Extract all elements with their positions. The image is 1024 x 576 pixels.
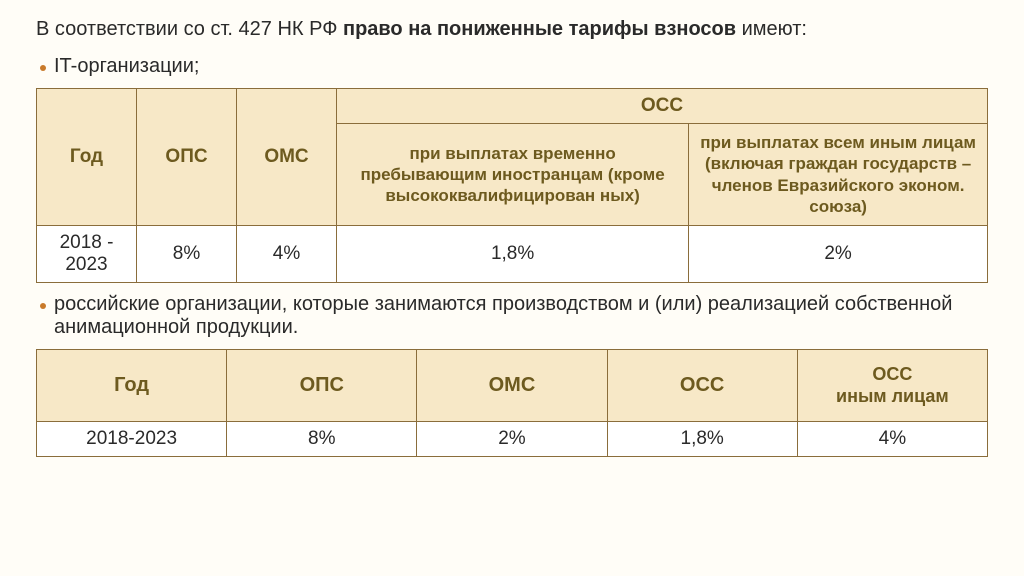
th-ops: ОПС	[137, 89, 237, 226]
bullet-icon	[40, 303, 46, 309]
td-ocs1: 1,8%	[337, 226, 689, 283]
intro-prefix: В соответствии со ст. 427 НК РФ	[36, 18, 343, 40]
th-year: Год	[37, 350, 227, 422]
td-ocs: 1,8%	[607, 422, 797, 457]
th-ocs-sub2: при выплатах всем иным лицам (включая гр…	[689, 124, 988, 226]
th-oms: ОМС	[237, 89, 337, 226]
td-year: 2018-2023	[37, 422, 227, 457]
th-ocs: ОСС	[337, 89, 988, 124]
bullet-1-text: IT-организации;	[54, 55, 199, 78]
td-oms: 4%	[237, 226, 337, 283]
table-row: Год ОПС ОМС ОСС	[37, 89, 988, 124]
th-ocs-sub1: при выплатах временно пребывающим иностр…	[337, 124, 689, 226]
bullet-item-1: IT-организации;	[40, 55, 988, 78]
bullet-item-2: российские организации, которые занимают…	[40, 293, 988, 339]
td-ocs-other: 4%	[797, 422, 987, 457]
intro-suffix: имеют:	[736, 18, 807, 40]
table-animation-org: Год ОПС ОМС ОСС ОСС иным лицам 2018-2023…	[36, 349, 988, 457]
th-ocs-other-l2: иным лицам	[806, 386, 979, 408]
td-ops: 8%	[137, 226, 237, 283]
bullet-2-text: российские организации, которые занимают…	[54, 293, 988, 339]
th-ocs: ОСС	[607, 350, 797, 422]
td-year: 2018 - 2023	[37, 226, 137, 283]
th-oms: ОМС	[417, 350, 607, 422]
th-ops: ОПС	[227, 350, 417, 422]
table-row: Год ОПС ОМС ОСС ОСС иным лицам	[37, 350, 988, 422]
td-oms: 2%	[417, 422, 607, 457]
table-it-org: Год ОПС ОМС ОСС при выплатах временно пр…	[36, 88, 988, 283]
bullet-icon	[40, 65, 46, 71]
table-row: 2018 - 2023 8% 4% 1,8% 2%	[37, 226, 988, 283]
td-ocs2: 2%	[689, 226, 988, 283]
th-ocs-other: ОСС иным лицам	[797, 350, 987, 422]
table-row: 2018-2023 8% 2% 1,8% 4%	[37, 422, 988, 457]
intro-paragraph: В соответствии со ст. 427 НК РФ право на…	[36, 18, 988, 41]
td-ops: 8%	[227, 422, 417, 457]
intro-bold: право на пониженные тарифы взносов	[343, 18, 736, 40]
th-year: Год	[37, 89, 137, 226]
th-ocs-other-l1: ОСС	[806, 364, 979, 386]
